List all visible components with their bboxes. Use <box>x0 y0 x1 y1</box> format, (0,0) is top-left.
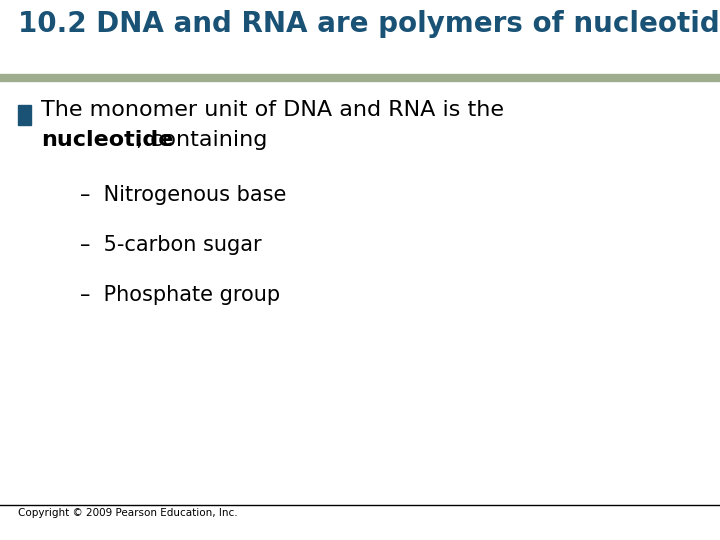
Text: Copyright © 2009 Pearson Education, Inc.: Copyright © 2009 Pearson Education, Inc. <box>18 508 238 518</box>
Text: 10.2 DNA and RNA are polymers of nucleotides: 10.2 DNA and RNA are polymers of nucleot… <box>18 10 720 38</box>
Text: The monomer unit of DNA and RNA is the: The monomer unit of DNA and RNA is the <box>41 100 504 120</box>
Text: –  5-carbon sugar: – 5-carbon sugar <box>80 235 261 255</box>
Text: nucleotide: nucleotide <box>41 130 174 150</box>
Text: –  Nitrogenous base: – Nitrogenous base <box>80 185 287 205</box>
Text: , containing: , containing <box>136 130 267 150</box>
Bar <box>18 105 31 125</box>
Text: –  Phosphate group: – Phosphate group <box>80 285 280 305</box>
